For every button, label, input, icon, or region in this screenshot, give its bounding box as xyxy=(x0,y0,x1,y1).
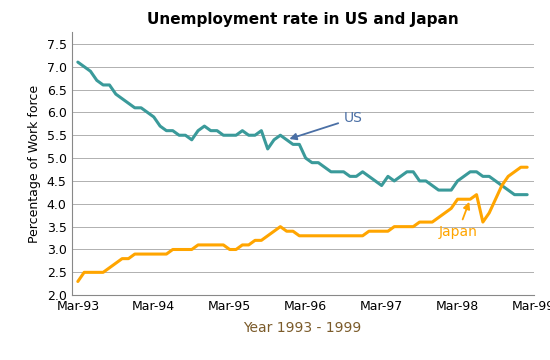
Text: Japan: Japan xyxy=(438,204,477,239)
Title: Unemployment rate in US and Japan: Unemployment rate in US and Japan xyxy=(147,12,458,27)
X-axis label: Year 1993 - 1999: Year 1993 - 1999 xyxy=(243,321,362,336)
Y-axis label: Percentage of Work force: Percentage of Work force xyxy=(28,85,41,243)
Text: US: US xyxy=(292,112,362,139)
